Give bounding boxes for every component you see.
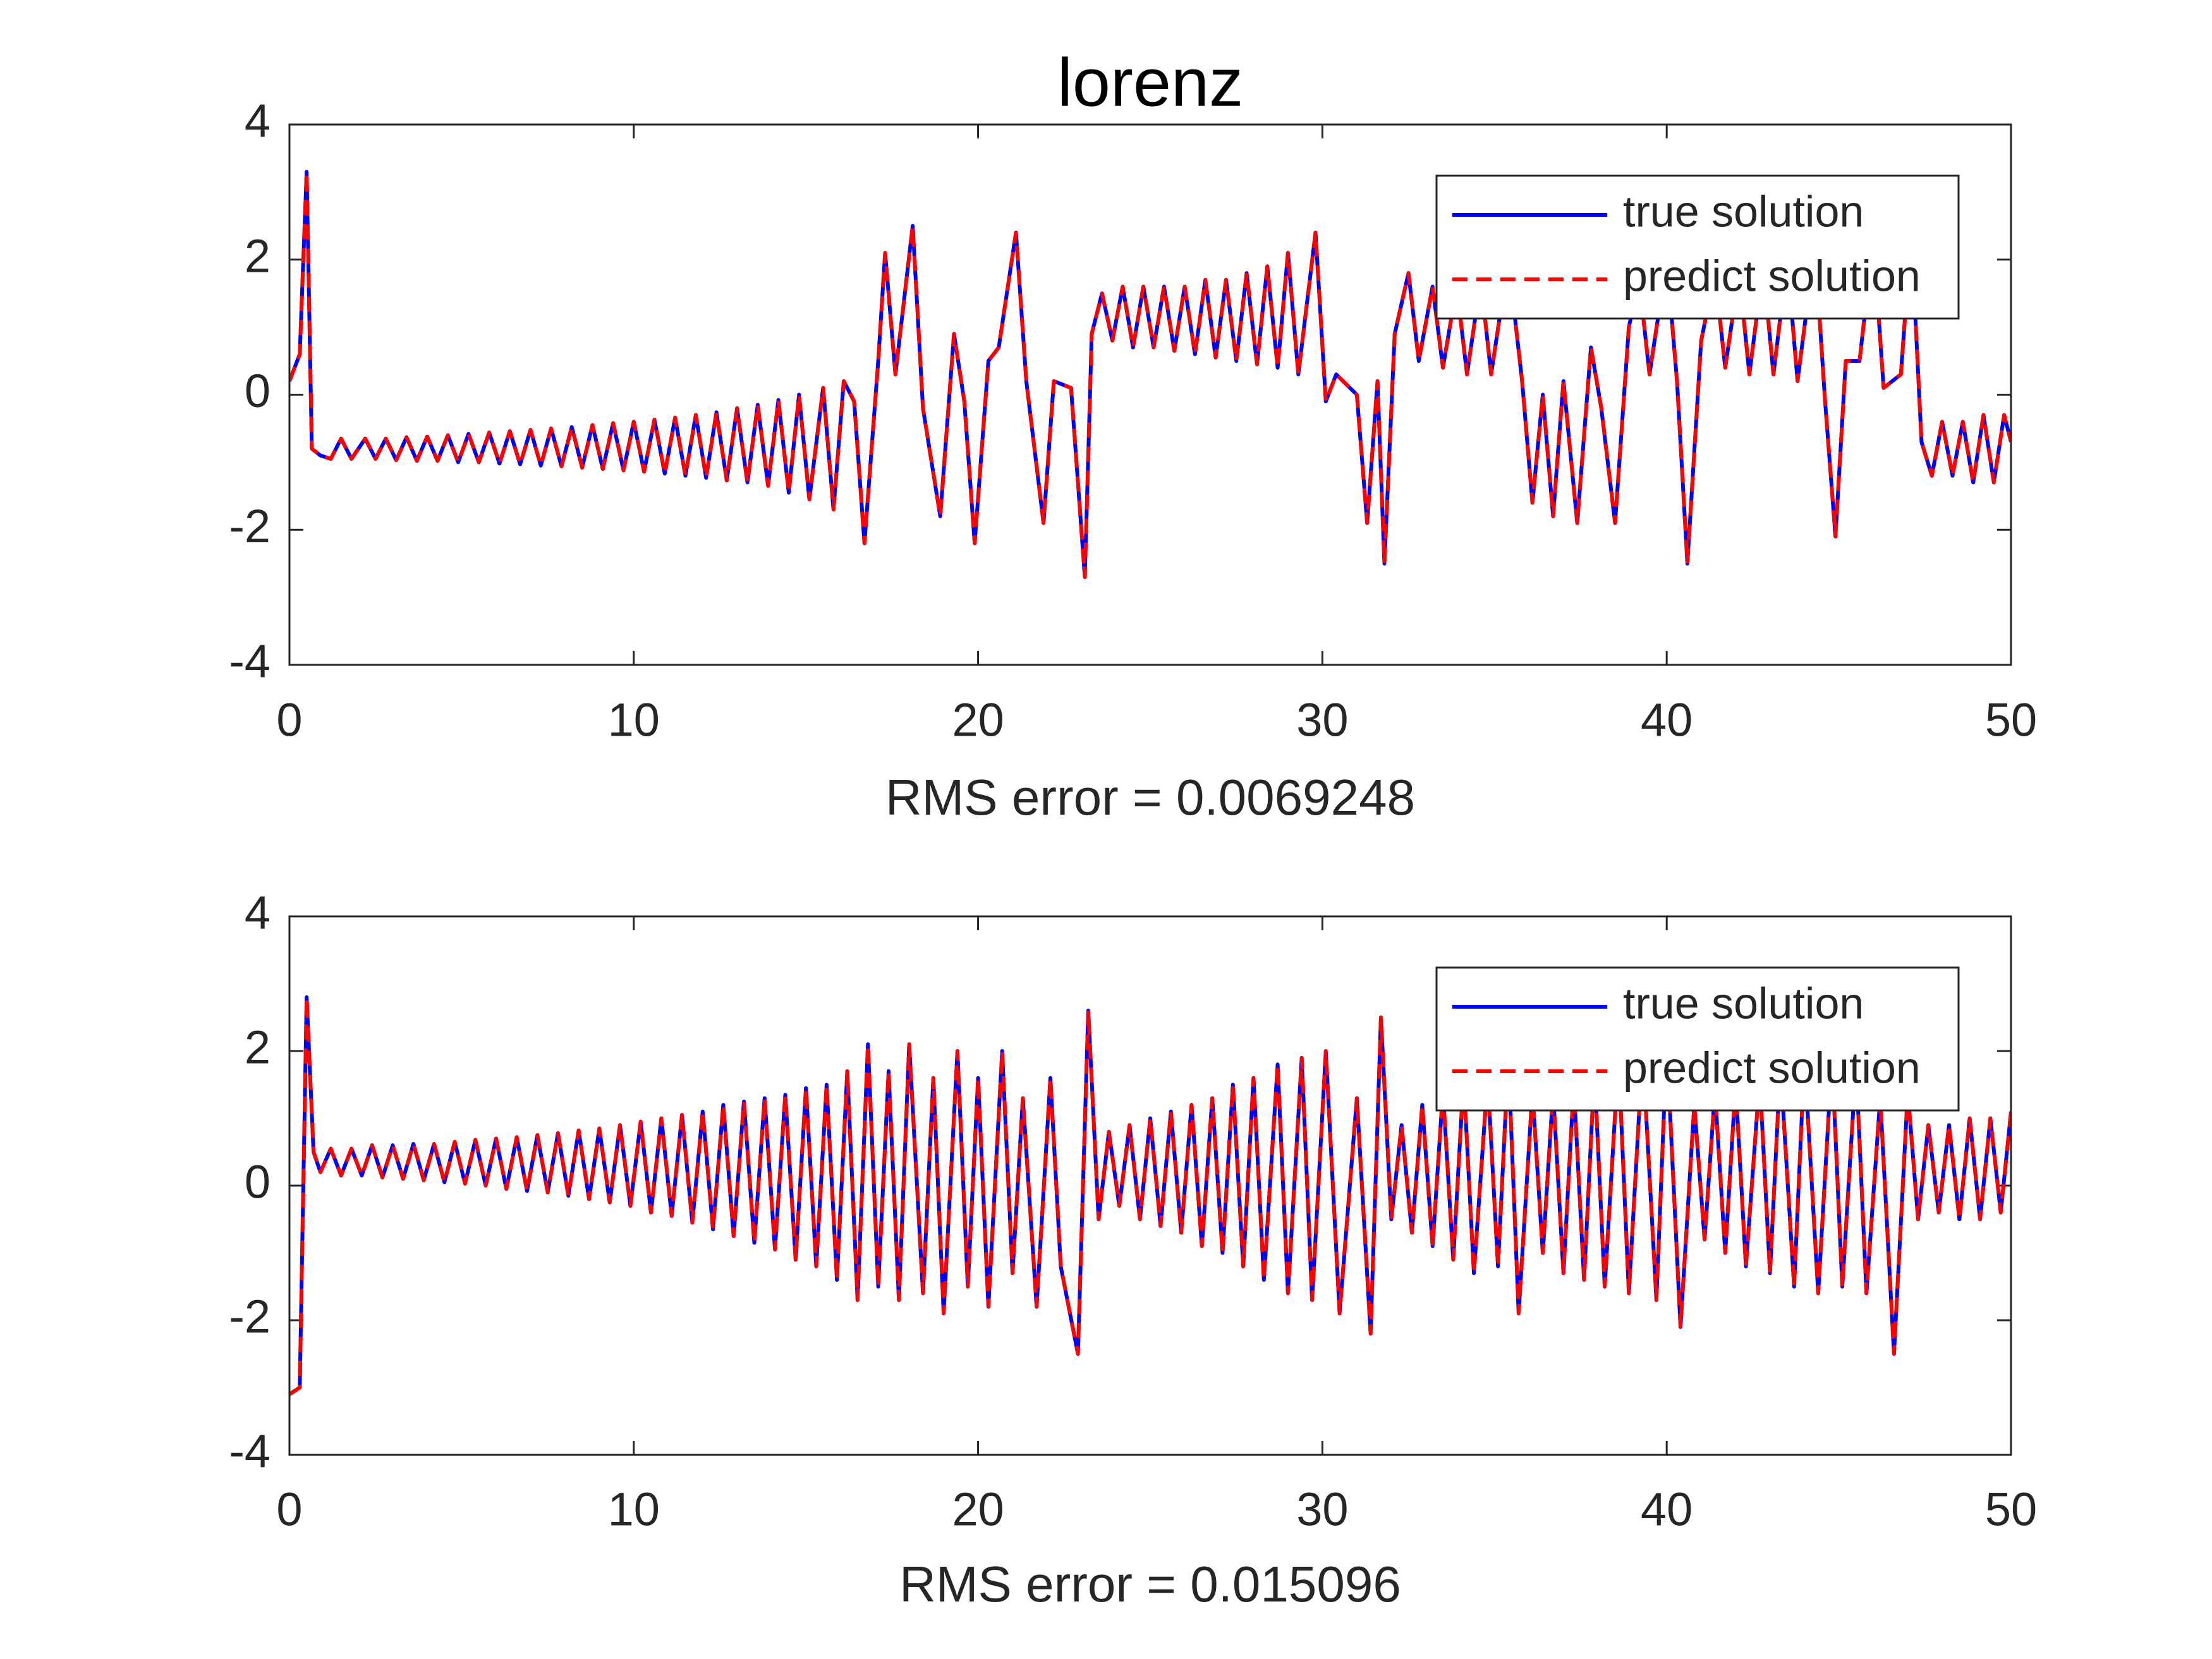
legend-label: predict solution xyxy=(1623,251,1921,300)
y-tick-label: 2 xyxy=(245,1021,270,1074)
y-tick-label: -2 xyxy=(229,1291,270,1343)
y-tick-label: 0 xyxy=(245,365,270,417)
x-tick-label: 10 xyxy=(608,694,660,746)
x-tick-label: 50 xyxy=(1985,1483,2037,1536)
x-tick-label: 50 xyxy=(1985,694,2037,746)
x-tick-label: 10 xyxy=(608,1483,660,1536)
chart-title: lorenz xyxy=(1057,44,1243,121)
legend-label: true solution xyxy=(1623,978,1864,1028)
legend: true solution predict solution xyxy=(1435,966,1960,1112)
x-axis-label: RMS error = 0.015096 xyxy=(899,1556,1401,1612)
plot-lines xyxy=(289,995,2011,1396)
legend-box xyxy=(1435,966,1960,1112)
axes-box xyxy=(288,123,2012,666)
y-tick-label: 4 xyxy=(245,95,270,147)
series-line xyxy=(289,995,2011,1396)
axes-box xyxy=(288,915,2012,1456)
legend-label: true solution xyxy=(1623,186,1864,236)
legend-box xyxy=(1435,174,1960,320)
x-tick-label: 0 xyxy=(276,694,302,746)
x-tick-label: 40 xyxy=(1641,694,1692,746)
legend: true solution predict solution xyxy=(1435,174,1960,320)
legend-label: predict solution xyxy=(1623,1043,1921,1092)
x-axis-label: RMS error = 0.0069248 xyxy=(885,769,1415,825)
x-tick-label: 20 xyxy=(952,694,1004,746)
x-tick-label: 30 xyxy=(1296,694,1348,746)
x-tick-label: 40 xyxy=(1641,1483,1692,1536)
y-tick-label: 0 xyxy=(245,1156,270,1208)
x-tick-label: 20 xyxy=(952,1483,1004,1536)
x-tick-label: 0 xyxy=(276,1483,302,1536)
x-tick-label: 30 xyxy=(1296,1483,1348,1536)
y-tick-label: -4 xyxy=(229,1425,270,1478)
y-tick-label: -2 xyxy=(229,500,270,552)
y-tick-label: -4 xyxy=(229,635,270,688)
y-tick-label: 4 xyxy=(245,887,270,939)
y-tick-label: 2 xyxy=(245,229,270,282)
